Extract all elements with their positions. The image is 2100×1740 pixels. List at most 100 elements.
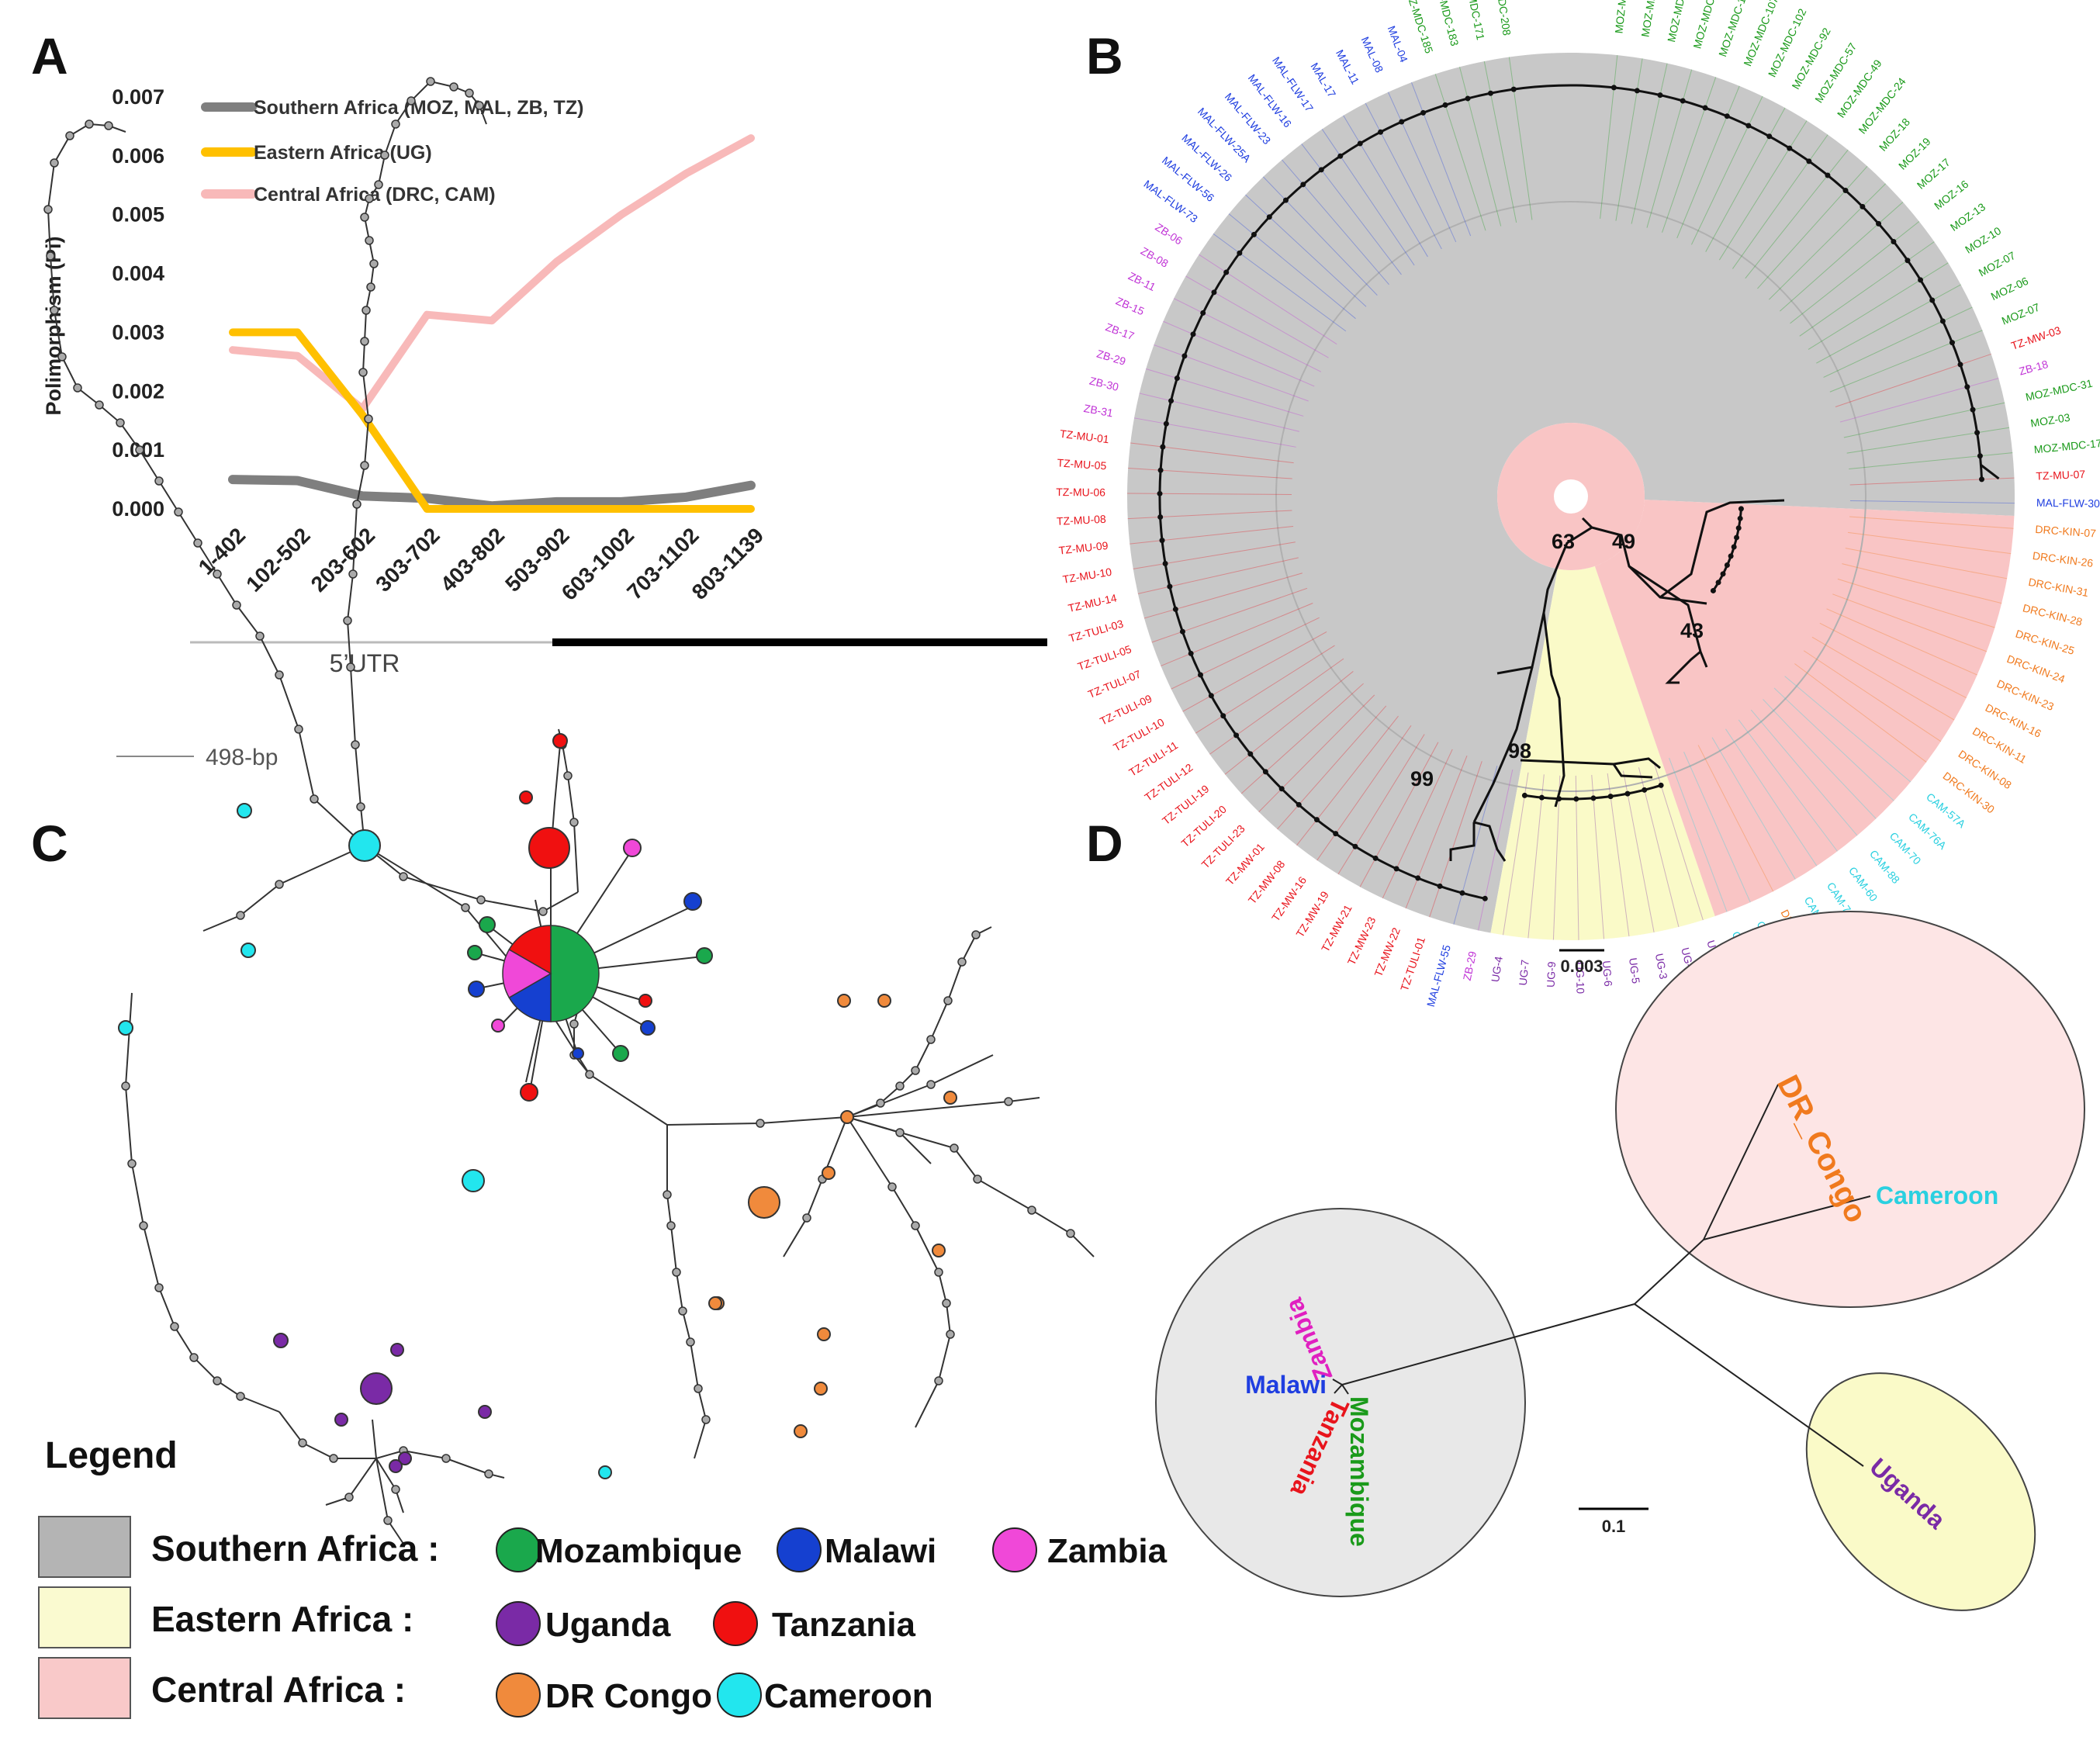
haplotype-node [640, 1020, 656, 1036]
tip-label: UG-7 [1517, 959, 1531, 986]
median-vector [358, 368, 368, 377]
network-edge [279, 1411, 376, 1459]
haplotype-node [334, 1413, 348, 1427]
utr-label: 5’UTR [330, 649, 400, 677]
node-dot [1442, 102, 1448, 108]
legend-country-malawi: Malawi [825, 1532, 936, 1570]
node-dot [1876, 220, 1882, 227]
network-edge [372, 1419, 377, 1459]
median-vector [174, 507, 183, 517]
tip-label: TZ-MU-09 [1058, 539, 1109, 557]
label-malawi: Malawi [1245, 1371, 1327, 1399]
haplotype-node [240, 943, 256, 958]
legend-country-mozambique: Mozambique [535, 1532, 742, 1570]
node-dot [1282, 197, 1289, 203]
tip-label: TZ-MU-07 [2036, 468, 2086, 483]
node-dot [1237, 250, 1243, 256]
x-tick-label: 102-502 [241, 523, 315, 597]
haplotype-node [817, 1327, 831, 1341]
node-dot [1167, 583, 1173, 590]
tip-label: TZ-TULI-05 [1076, 642, 1133, 673]
tip-guide [1773, 687, 1894, 801]
median-vector [364, 414, 373, 424]
node-dot [1731, 544, 1737, 550]
panel-a-line-chart: 0.0000.0010.0020.0030.0040.0050.0060.007… [42, 85, 1047, 677]
bootstrap-63: 63 [1552, 530, 1575, 553]
node-dot [1313, 817, 1320, 823]
node-dot [1266, 214, 1272, 220]
network-edge [783, 1116, 848, 1257]
tip-label: MOZ-18 [1877, 116, 1912, 154]
tip-guide [1434, 74, 1486, 231]
tip-label: ZB-31 [1083, 402, 1115, 420]
branch [1449, 822, 1476, 861]
network-edge [846, 1116, 1095, 1257]
tip-guide [1607, 773, 1630, 937]
tip-guide [1725, 728, 1818, 867]
median-vector [461, 903, 470, 912]
median-vector [236, 1392, 245, 1401]
haplotype-pie-slice [508, 925, 552, 975]
median-vector [365, 236, 374, 245]
tip-guide [1151, 587, 1308, 643]
tip-label: TZ-TULI-01 [1398, 936, 1427, 993]
node-dot [1724, 562, 1730, 568]
tip-label: ZB-29 [1461, 950, 1479, 982]
tip-guide [1224, 671, 1354, 775]
y-tick-label: 0.004 [112, 262, 164, 285]
tip-guide [1662, 77, 1717, 233]
node-dot [1590, 795, 1597, 801]
unrooted-tree-branches [1332, 1084, 1871, 1467]
branch-zambia [1332, 1379, 1343, 1385]
tip-label: MOZ-17 [1915, 156, 1953, 192]
haplotype-node [478, 1405, 492, 1419]
tip-guide [1459, 67, 1502, 227]
tip-guide [1240, 683, 1364, 794]
node-dot [1437, 883, 1443, 889]
median-vector [569, 1019, 579, 1029]
tip-guide [1745, 149, 1849, 279]
central-africa-sector [1594, 500, 2015, 916]
median-vector [911, 1066, 920, 1075]
tip-label: UG-9 [1545, 961, 1558, 988]
tip-guide [1127, 510, 1292, 520]
tip-guide [1195, 645, 1335, 734]
tip-guide [1337, 734, 1425, 875]
median-vector [476, 895, 486, 905]
tip-label: TZ-TULI-03 [1067, 617, 1125, 645]
haplotype-node [519, 790, 533, 804]
median-vector [672, 1268, 681, 1277]
node-dot [1393, 866, 1399, 872]
tip-guide [1780, 202, 1904, 312]
haplotype-node [273, 1333, 289, 1348]
branch-tanzania [1334, 1384, 1343, 1394]
median-vector [926, 1035, 936, 1044]
tip-guide [1161, 603, 1313, 666]
median-vector [135, 445, 144, 455]
tip-guide [1803, 650, 1942, 742]
branch [1659, 499, 1785, 599]
tip-guide [1763, 699, 1877, 819]
node-dot [1720, 571, 1726, 577]
median-vector [876, 1098, 885, 1108]
node-dot [1607, 794, 1614, 800]
tip-label: CAM-57A [1924, 790, 1968, 831]
tip-label: CAM-88 [1867, 847, 1902, 886]
tip-guide [1835, 353, 1991, 407]
tip-label: MOZ-13 [1948, 200, 1988, 233]
branch-cameroon [1703, 1195, 1871, 1240]
tip-guide [1405, 755, 1468, 909]
haplotype-node [598, 1465, 612, 1479]
tip-label: ZB-30 [1088, 375, 1120, 393]
figure-legend: Legend Southern Africa : Eastern Africa … [38, 1435, 1168, 1719]
median-vector [50, 306, 59, 315]
legend-region-southern: Southern Africa : [151, 1528, 439, 1569]
median-vector [538, 907, 548, 916]
legend-country-uganda: Uganda [545, 1606, 671, 1644]
node-dot [1510, 86, 1517, 92]
median-vector [352, 500, 362, 509]
tip-label: MAL-11 [1334, 47, 1361, 86]
node-dot [1352, 843, 1358, 849]
node-dot [1162, 561, 1168, 567]
series-line-1 [229, 328, 755, 513]
